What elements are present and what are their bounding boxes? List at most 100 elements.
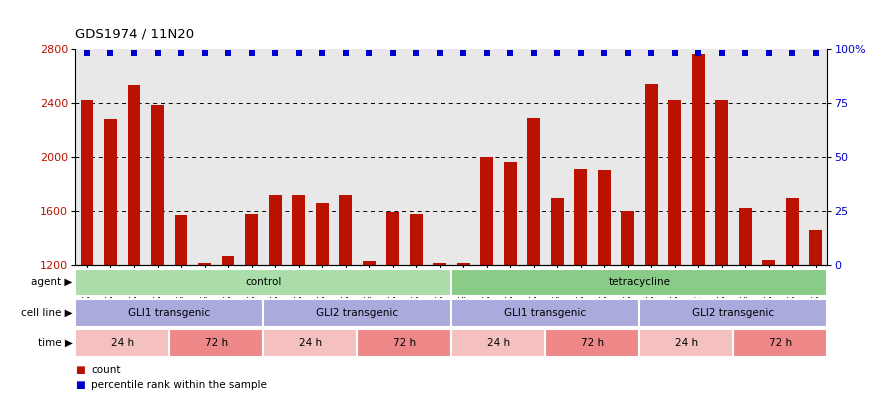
Text: control: control: [245, 277, 281, 288]
Bar: [245, 214, 258, 405]
Bar: [545, 329, 639, 357]
Bar: [481, 157, 493, 405]
Bar: [264, 329, 358, 357]
Point: [738, 49, 752, 56]
Point: [456, 49, 470, 56]
Bar: [734, 329, 827, 357]
Text: count: count: [91, 364, 120, 375]
Bar: [386, 213, 399, 405]
Text: agent ▶: agent ▶: [32, 277, 73, 288]
Text: 24 h: 24 h: [675, 338, 698, 348]
Bar: [316, 203, 328, 405]
Bar: [174, 215, 188, 405]
Text: 72 h: 72 h: [393, 338, 416, 348]
Bar: [574, 169, 587, 405]
Bar: [433, 262, 446, 405]
Bar: [75, 269, 451, 296]
Bar: [639, 329, 734, 357]
Bar: [692, 54, 704, 405]
Bar: [527, 118, 540, 405]
Bar: [639, 299, 827, 327]
Point: [291, 49, 305, 56]
Point: [409, 49, 423, 56]
Text: time ▶: time ▶: [38, 338, 73, 348]
Point: [127, 49, 141, 56]
Point: [80, 49, 94, 56]
Point: [362, 49, 376, 56]
Point: [268, 49, 282, 56]
Bar: [504, 162, 517, 405]
Bar: [81, 100, 94, 405]
Point: [785, 49, 799, 56]
Point: [386, 49, 400, 56]
Bar: [715, 100, 728, 405]
Text: GLI1 transgenic: GLI1 transgenic: [128, 308, 211, 318]
Point: [620, 49, 635, 56]
Point: [480, 49, 494, 56]
Point: [573, 49, 588, 56]
Point: [221, 49, 235, 56]
Text: ■: ■: [75, 364, 85, 375]
Text: ■: ■: [75, 379, 85, 390]
Bar: [127, 85, 141, 405]
Bar: [621, 211, 635, 405]
Bar: [762, 260, 775, 405]
Point: [550, 49, 565, 56]
Bar: [451, 329, 545, 357]
Bar: [739, 209, 751, 405]
Text: 72 h: 72 h: [204, 338, 227, 348]
Bar: [151, 105, 164, 405]
Point: [315, 49, 329, 56]
Text: cell line ▶: cell line ▶: [21, 308, 73, 318]
Bar: [264, 299, 451, 327]
Bar: [292, 195, 305, 405]
Bar: [451, 269, 827, 296]
Bar: [457, 262, 470, 405]
Point: [597, 49, 612, 56]
Text: 72 h: 72 h: [581, 338, 604, 348]
Point: [809, 49, 823, 56]
Bar: [451, 299, 639, 327]
Bar: [75, 299, 264, 327]
Bar: [550, 198, 564, 405]
Point: [762, 49, 776, 56]
Text: tetracycline: tetracycline: [608, 277, 671, 288]
Bar: [75, 329, 169, 357]
Point: [527, 49, 541, 56]
Text: 24 h: 24 h: [299, 338, 322, 348]
Point: [197, 49, 212, 56]
Bar: [786, 198, 798, 405]
Point: [433, 49, 447, 56]
Text: GDS1974 / 11N20: GDS1974 / 11N20: [75, 28, 195, 40]
Bar: [221, 256, 235, 405]
Bar: [339, 195, 352, 405]
Bar: [268, 195, 281, 405]
Point: [714, 49, 728, 56]
Bar: [104, 119, 117, 405]
Text: 24 h: 24 h: [487, 338, 510, 348]
Point: [244, 49, 258, 56]
Text: GLI2 transgenic: GLI2 transgenic: [316, 308, 398, 318]
Point: [174, 49, 189, 56]
Text: 72 h: 72 h: [769, 338, 792, 348]
Bar: [668, 100, 681, 405]
Point: [667, 49, 681, 56]
Text: GLI2 transgenic: GLI2 transgenic: [692, 308, 774, 318]
Text: GLI1 transgenic: GLI1 transgenic: [504, 308, 587, 318]
Text: percentile rank within the sample: percentile rank within the sample: [91, 379, 267, 390]
Bar: [198, 262, 211, 405]
Point: [691, 49, 705, 56]
Bar: [597, 171, 611, 405]
Bar: [169, 329, 264, 357]
Point: [503, 49, 517, 56]
Bar: [644, 84, 658, 405]
Point: [104, 49, 118, 56]
Text: 24 h: 24 h: [111, 338, 134, 348]
Point: [644, 49, 658, 56]
Point: [150, 49, 165, 56]
Point: [338, 49, 352, 56]
Bar: [809, 230, 822, 405]
Bar: [363, 261, 375, 405]
Bar: [410, 214, 422, 405]
Bar: [358, 329, 451, 357]
